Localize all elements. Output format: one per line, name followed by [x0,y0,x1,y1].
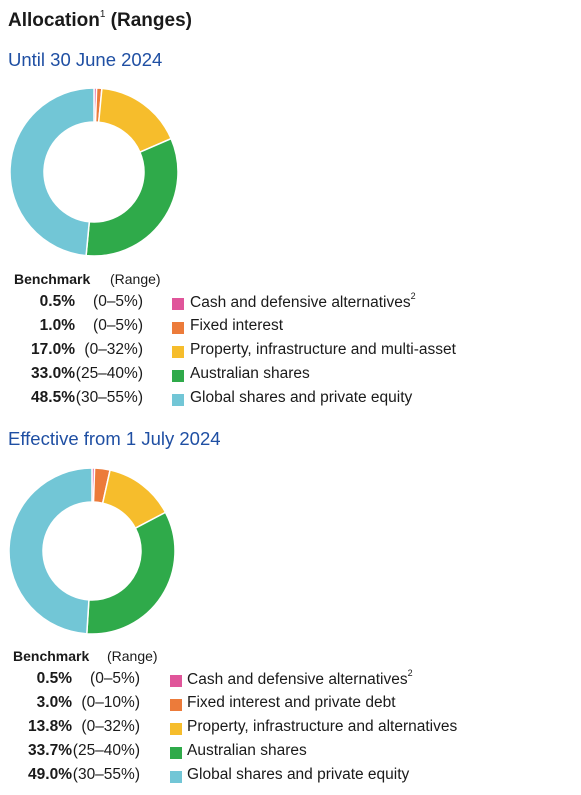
legend-label: Cash and defensive alternatives2 [187,668,413,689]
footnote-marker: 2 [410,291,416,301]
benchmark-value: 0.5% [36,670,72,687]
range-value: (0–32%) [81,718,140,735]
benchmark-value: 33.0% [31,365,75,382]
benchmark-value: 17.0% [31,341,75,358]
range-value: (0–5%) [93,317,143,334]
range-value: (30–55%) [72,766,140,783]
benchmark-value: 49.0% [28,766,72,783]
donut-slice-5 [8,467,93,635]
legend-row: 13.8% (0–32%) Property, infrastructure and… [0,716,560,740]
legend-swatch [172,346,184,358]
legend-label: Cash and defensive alternatives2 [190,291,416,312]
chart-1-title: Until 30 June 2024 [8,49,163,70]
benchmark-value: 0.5% [39,293,75,310]
benchmark-value: 48.5% [31,389,75,406]
page-title: Allocation1 (Ranges) [8,8,192,31]
legend-1-header: Benchmark (Range) [0,271,560,291]
range-value: (25–40%) [72,742,140,759]
legend-row: 0.5% (0–5%) Cash and defensive alternative… [0,668,560,692]
legend-label: Property, infrastructure and multi-asset [190,341,456,358]
donut-slice-4 [85,137,179,257]
legend-2: Benchmark (Range) 0.5% (0–5%) Cash and def… [0,648,560,788]
benchmark-value: 33.7% [28,742,72,759]
range-value: (0–5%) [90,670,140,687]
legend-swatch [172,322,184,334]
range-value: (0–5%) [93,293,143,310]
legend-label: Australian shares [187,742,307,759]
benchmark-value: 3.0% [36,694,72,711]
legend-row: 17.0% (0–32%) Property, infrastructure and… [0,339,560,363]
legend-label: Fixed interest and private debt [187,694,396,711]
legend-swatch [170,699,182,711]
legend-row: 48.5% (30–55%) Global shares and private e… [0,387,560,411]
legend-row: 0.5% (0–5%) Cash and defensive alternative… [0,291,560,315]
legend-2-header: Benchmark (Range) [0,648,560,668]
legend-label: Fixed interest [190,317,284,334]
footnote-marker: 2 [407,668,413,678]
benchmark-value: 1.0% [39,317,75,334]
range-value: (30–55%) [75,389,143,406]
legend-row: 33.7% (25–40%) Australian shares [0,740,560,764]
legend-label: Australian shares [190,365,310,382]
donut-chart-2 [8,467,176,635]
range-value: (25–40%) [75,365,143,382]
legend-row: 33.0% (25–40%) Australian shares [0,363,560,387]
legend-swatch [172,394,184,406]
legend-1: Benchmark (Range) 0.5% (0–5%) Cash and def… [0,271,560,411]
legend-row: 1.0% (0–5%) Fixed interest [0,315,560,339]
legend-label: Global shares and private equity [190,389,413,406]
legend-swatch [172,370,184,382]
range-value: (0–32%) [84,341,143,358]
legend-swatch [170,747,182,759]
range-header: (Range) [107,648,158,664]
chart-2-title: Effective from 1 July 2024 [8,428,221,449]
donut-slice-4 [85,511,176,635]
legend-label: Property, infrastructure and alternative… [187,718,458,735]
range-header: (Range) [110,271,161,287]
benchmark-value: 13.8% [28,718,72,735]
legend-row: 3.0% (0–10%) Fixed interest and private de… [0,692,560,716]
benchmark-header: Benchmark [13,648,90,664]
legend-swatch [170,771,182,783]
donut-chart-1 [9,87,179,257]
benchmark-header: Benchmark [14,271,91,287]
legend-swatch [170,675,182,687]
title-footnote: 1 [99,8,106,20]
legend-swatch [170,723,182,735]
legend-swatch [172,298,184,310]
legend-row: 49.0% (30–55%) Global shares and private e… [0,764,560,788]
donut-slice-5 [9,87,95,257]
range-value: (0–10%) [81,694,140,711]
legend-label: Global shares and private equity [187,766,410,783]
